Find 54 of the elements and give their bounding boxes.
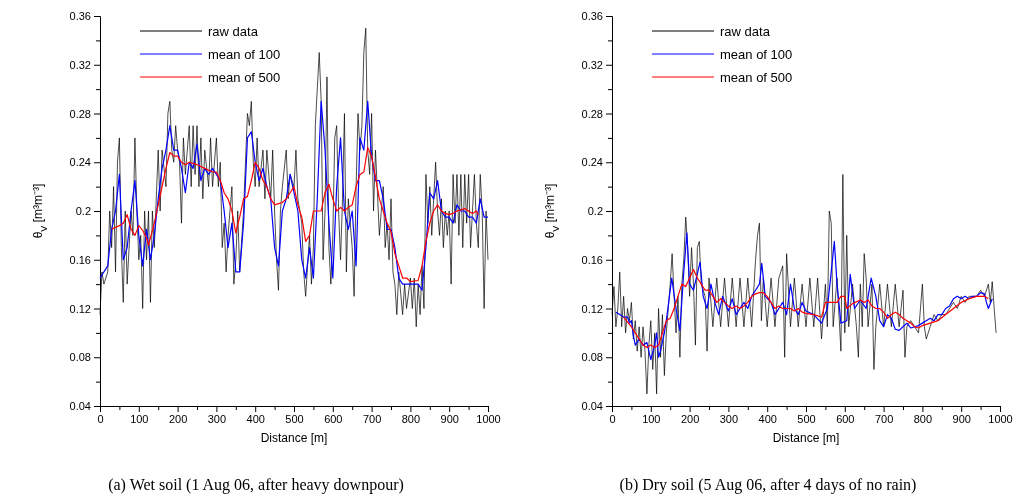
x-tick-label: 600: [836, 412, 855, 425]
y-tick-label: 0.24: [581, 156, 603, 169]
y-tick-label: 0.24: [69, 156, 91, 169]
x-tick-label: 900: [440, 412, 459, 425]
x-tick-label: 900: [952, 412, 971, 425]
x-tick-label: 400: [758, 412, 777, 425]
legend-label: raw data: [720, 24, 771, 39]
legend-label: raw data: [208, 24, 259, 39]
legend-label: mean of 500: [208, 70, 281, 85]
x-tick-label: 300: [207, 412, 227, 425]
x-tick-label: 500: [285, 412, 304, 425]
y-tick-label: 0.12: [581, 302, 603, 315]
y-tick-label: 0.2: [75, 205, 91, 218]
y-tick-label: 0.16: [581, 253, 603, 266]
x-tick-label: 0: [97, 412, 104, 425]
x-tick-label: 0: [609, 412, 616, 425]
x-tick-label: 200: [168, 412, 188, 425]
y-tick-label: 0.32: [69, 58, 91, 71]
x-axis-title: Distance [m]: [772, 431, 840, 445]
x-tick-label: 800: [913, 412, 933, 425]
y-tick-label: 0.28: [581, 107, 603, 120]
line-series: [99, 100, 489, 291]
legend-label: mean of 100: [720, 47, 793, 62]
y-tick-label: 0.28: [69, 107, 91, 120]
line-series: [623, 268, 989, 349]
y-tick-label: 0.08: [581, 351, 603, 364]
x-tick-label: 100: [130, 412, 149, 425]
y-tick-label: 0.08: [69, 351, 91, 364]
y-tick-label: 0.04: [581, 400, 603, 413]
legend-label: mean of 100: [208, 47, 281, 62]
x-tick-label: 600: [324, 412, 343, 425]
x-tick-label: 1000: [988, 412, 1013, 425]
y-tick-label: 0.2: [587, 205, 603, 218]
x-tick-label: 700: [362, 412, 382, 425]
x-tick-label: 800: [401, 412, 421, 425]
legend-label: mean of 500: [720, 70, 793, 85]
x-tick-label: 1000: [476, 412, 501, 425]
text: (a) Wet soil (1 Aug 06, after heavy downpour): [108, 476, 404, 494]
x-tick-label: 300: [719, 412, 739, 425]
x-axis-title: Distance [m]: [260, 431, 328, 445]
y-tick-label: 0.36: [69, 10, 91, 23]
y-tick-label: 0.16: [69, 253, 91, 266]
text: (b) Dry soil (5 Aug 06, after 4 days of no rain): [619, 476, 917, 494]
y-tick-label: 0.32: [581, 58, 603, 71]
x-tick-label: 400: [246, 412, 265, 425]
line-series: [615, 232, 993, 361]
x-tick-label: 100: [642, 412, 661, 425]
x-tick-label: 500: [797, 412, 816, 425]
line-series: [111, 147, 479, 283]
x-tick-label: 200: [680, 412, 700, 425]
y-tick-label: 0.04: [69, 400, 91, 413]
x-tick-label: 700: [874, 412, 894, 425]
y-tick-label: 0.36: [581, 10, 603, 23]
y-tick-label: 0.12: [69, 302, 91, 315]
